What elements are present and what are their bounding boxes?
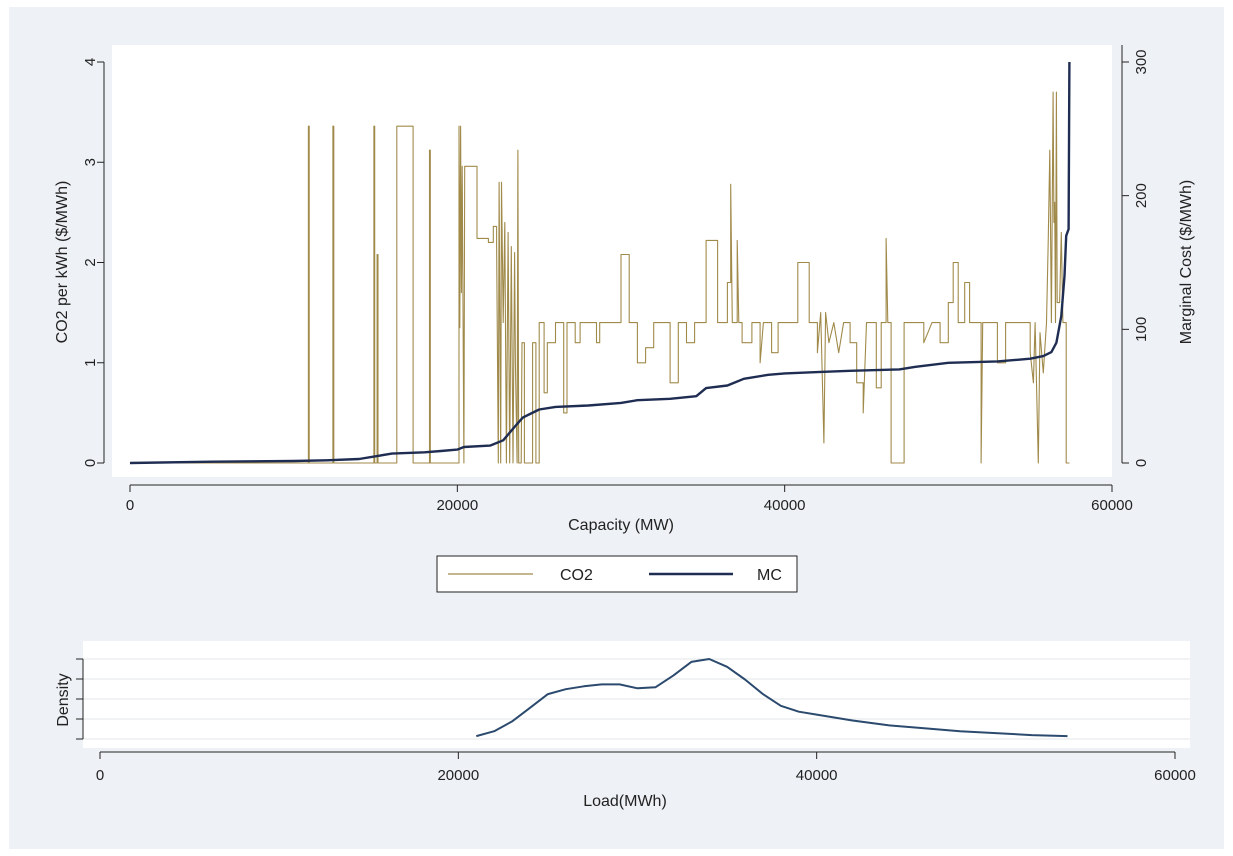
series-line-mc [129, 61, 1071, 465]
bottom-x-tick-label: 20000 [437, 767, 479, 784]
bottom-x-tick-label: 0 [96, 767, 104, 784]
bottom-gridlines [76, 658, 1190, 740]
top-left-y-axis-label: CO2 per kWh ($/MWh) [54, 181, 71, 344]
top-x-tick-label: 20000 [436, 497, 478, 514]
legend-mc-label: MC [757, 567, 782, 584]
top-right-y-axis-label: Marginal Cost ($/MWh) [1178, 180, 1195, 344]
legend-co2-label: CO2 [560, 567, 593, 584]
top-x-tick-label: 40000 [764, 497, 806, 514]
top-left-y-tick-label: 3 [82, 158, 99, 166]
top-right-y-tick-label: 0 [1133, 459, 1150, 467]
density-line [476, 658, 1068, 738]
bottom-y-axis-label: Density [55, 673, 72, 726]
top-left-y-ticks: 0 1 2 3 4 [82, 58, 104, 467]
top-x-tick-label: 0 [126, 497, 134, 514]
top-series-layer [129, 61, 1071, 465]
top-x-ticks: 0 20000 40000 60000 [126, 485, 1133, 514]
top-left-y-tick-label: 1 [82, 359, 99, 367]
bottom-x-ticks: 0 20000 40000 60000 [96, 752, 1196, 784]
bottom-x-axis-label: Load(MWh) [583, 793, 667, 810]
bottom-x-tick-label: 60000 [1154, 767, 1196, 784]
bottom-plot-area [83, 641, 1190, 748]
top-right-y-tick-label: 300 [1133, 49, 1150, 74]
top-x-axis-label: Capacity (MW) [568, 517, 674, 534]
top-plot-area [112, 45, 1112, 477]
bottom-series-layer [476, 658, 1068, 738]
top-left-y-tick-label: 0 [82, 459, 99, 467]
top-left-y-tick-label: 2 [82, 258, 99, 266]
top-right-y-tick-label: 200 [1133, 183, 1150, 208]
legend: CO2 MC [436, 555, 798, 593]
top-right-y-tick-label: 100 [1133, 317, 1150, 342]
bottom-x-tick-label: 40000 [796, 767, 838, 784]
top-left-y-tick-label: 4 [82, 58, 99, 66]
series-line-co2 [130, 91, 1070, 464]
top-x-tick-label: 60000 [1091, 497, 1133, 514]
top-chart: 0 20000 40000 60000 0 1 2 3 4 0 100 200 300 Capaci… [54, 45, 1195, 593]
bottom-chart: 0 20000 40000 60000 Load(MWh) Density [55, 641, 1196, 810]
top-right-y-ticks: 0 100 200 300 [1122, 49, 1150, 467]
